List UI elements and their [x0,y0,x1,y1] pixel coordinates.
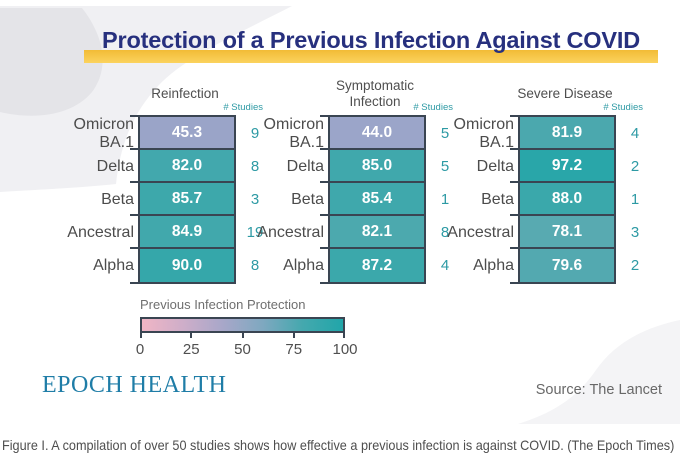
variant-row: 88.0 Beta 1 [481,181,639,216]
variant-row: 87.2 Alpha 4 [283,247,449,284]
protection-value-cell: 84.9 [130,214,234,249]
variant-label: Omicron BA.1 [263,116,324,151]
studies-count: 9 [250,125,260,142]
protection-value-cell: 44.0 [320,115,424,150]
variant-row: 45.3 Omicron BA.1 9 [74,115,259,151]
chart-title: Protection of a Previous Infection Again… [102,27,640,53]
protection-value-cell: 87.2 [320,247,424,284]
variant-label: Delta [96,157,134,175]
protection-value-cell: 45.3 [130,115,234,150]
panel-title: Symptomatic Infection [335,78,415,109]
protection-value-cell: 81.9 [510,115,614,150]
colorbar-tick [241,333,244,338]
studies-count: 1 [630,191,640,208]
chart-title-block: Protection of a Previous Infection Again… [82,27,660,63]
studies-header: # Studies [413,102,453,113]
protection-value-cell: 85.0 [320,148,424,183]
protection-value-cell: 85.7 [130,181,234,216]
top-left-dark-blob [0,8,103,116]
colorbar-tick [140,333,142,338]
variant-label: Beta [101,190,134,208]
variant-label: Alpha [473,256,514,274]
variant-label: Ancestral [67,223,134,241]
studies-count: 2 [630,158,640,175]
panel-rows: 44.0 Omicron BA.1 5 85.0 Delta 5 85.4 Beta 1 82.1… [257,115,449,284]
variant-row: 85.4 Beta 1 [291,181,449,216]
panel-rows: 81.9 Omicron BA.1 4 97.2 Delta 2 88.0 Beta 1 78.1… [447,115,639,284]
variant-label: Ancestral [447,223,514,241]
studies-count: 8 [250,158,260,175]
panel-severe-disease: Severe Disease # Studies 81.9 Omicron BA.… [440,78,643,294]
variant-row: 81.9 Omicron BA.1 4 [454,115,639,151]
studies-count: 3 [250,191,260,208]
variant-label: Alpha [93,256,134,274]
colorbar-ticks [140,333,345,339]
colorbar-tick [343,333,345,338]
source-credit: Source: The Lancet [535,382,662,398]
variant-row: 82.1 Ancestral 8 [257,214,449,249]
colorbar: Previous Infection Protection 0 25 50 75 100 [136,297,358,359]
variant-label: Delta [476,157,514,175]
studies-count: 1 [440,191,450,208]
variant-row: 79.6 Alpha 2 [473,247,639,284]
panel-symptomatic-infection: Symptomatic Infection # Studies 44.0 Omic… [250,78,453,294]
variant-row: 82.0 Delta 8 [97,148,259,183]
brand-logo: EPOCH HEALTH [42,372,227,398]
colorbar-tick-label: 75 [285,341,303,358]
panel-rows: 45.3 Omicron BA.1 9 82.0 Delta 8 85.7 Beta 3 84.9… [67,115,263,284]
variant-row: 44.0 Omicron BA.1 5 [264,115,449,151]
colorbar-gradient [140,317,345,333]
studies-count: 19 [246,224,264,241]
protection-value-cell: 88.0 [510,181,614,216]
panel-title: Reinfection [151,86,219,102]
colorbar-tick-labels: 0 25 50 75 100 [136,341,358,359]
protection-value-cell: 78.1 [510,214,614,249]
studies-count: 4 [630,125,640,142]
studies-header: # Studies [223,102,263,113]
protection-value-cell: 97.2 [510,148,614,183]
colorbar-tick-label: 25 [182,341,200,358]
variant-label: Delta [286,157,324,175]
colorbar-label: Previous Infection Protection [140,297,306,312]
variant-label: Ancestral [257,223,324,241]
variant-row: 97.2 Delta 2 [477,148,639,183]
studies-count: 5 [440,125,450,142]
variant-row: 85.0 Delta 5 [287,148,449,183]
colorbar-tick [190,333,193,338]
variant-label: Omicron BA.1 [73,116,134,151]
protection-value-cell: 82.0 [130,148,234,183]
colorbar-tick-label: 0 [135,341,145,358]
variant-row: 90.0 Alpha 8 [93,247,259,284]
studies-count: 3 [630,224,640,241]
variant-label: Beta [291,190,324,208]
variant-label: Alpha [283,256,324,274]
variant-row: 85.7 Beta 3 [101,181,259,216]
protection-value-cell: 90.0 [130,247,234,284]
variant-row: 84.9 Ancestral 19 [67,214,263,249]
protection-value-cell: 82.1 [320,214,424,249]
variant-label: Beta [481,190,514,208]
colorbar-tick-label: 50 [234,341,251,358]
panel-reinfection: Reinfection # Studies 45.3 Omicron BA.1 9 8… [60,78,263,294]
figure-caption: Figure I. A compilation of over 50 studi… [2,437,675,453]
studies-count: 8 [440,224,450,241]
variant-row: 78.1 Ancestral 3 [447,214,639,249]
colorbar-tick-label: 100 [332,341,358,358]
protection-value-cell: 79.6 [510,247,614,284]
studies-count: 4 [440,257,450,274]
studies-count: 2 [630,257,640,274]
protection-value-cell: 85.4 [320,181,424,216]
studies-count: 5 [440,158,450,175]
studies-count: 8 [250,257,260,274]
panel-title: Severe Disease [517,86,613,102]
variant-label: Omicron BA.1 [453,116,514,151]
title-highlight-bar [84,50,658,63]
colorbar-tick [292,333,295,338]
studies-header: # Studies [603,102,643,113]
bottom-right-blob [518,320,680,424]
